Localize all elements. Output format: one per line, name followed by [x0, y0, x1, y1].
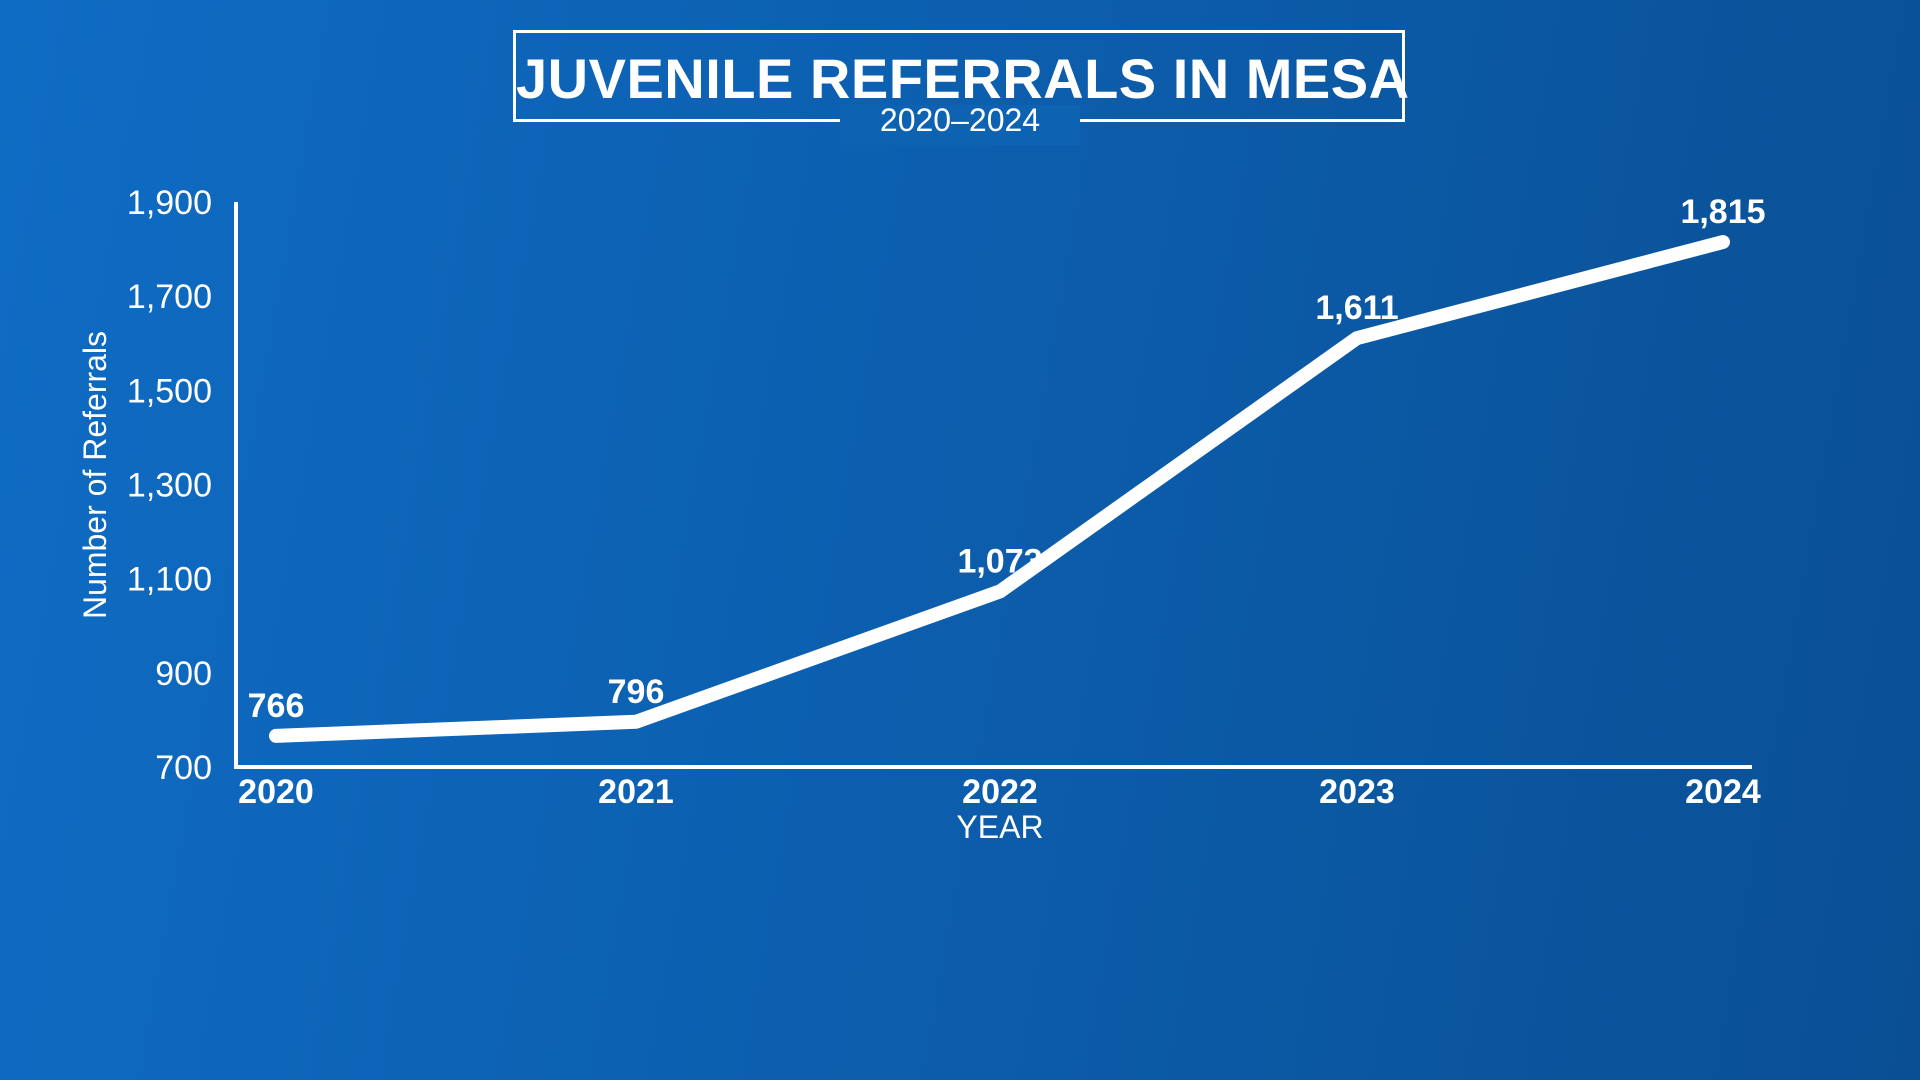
- series-line-group: [269, 235, 1730, 743]
- y-tick-label: 1,500: [127, 372, 212, 410]
- y-tick-label: 700: [155, 749, 212, 787]
- x-tick-label: 2022: [962, 773, 1038, 811]
- x-axis-label: YEAR: [956, 809, 1043, 845]
- data-label: 1,815: [1680, 193, 1765, 231]
- y-tick-label: 1,300: [127, 467, 212, 505]
- y-tick-label: 1,700: [127, 278, 212, 316]
- chart-title: JUVENILE REFERRALS IN MESA: [516, 47, 1410, 110]
- x-tick-label: 2023: [1319, 773, 1395, 811]
- data-label: 766: [248, 687, 305, 725]
- series-line: [269, 235, 1730, 743]
- y-tick-label: 900: [155, 655, 212, 693]
- x-tick-label: 2020: [238, 773, 314, 811]
- x-tick-label: 2021: [598, 773, 674, 811]
- axes: [234, 202, 1752, 769]
- data-label: 1,073: [957, 542, 1042, 580]
- data-label: 796: [608, 673, 665, 711]
- y-tick-label: 1,900: [127, 184, 212, 222]
- y-tick-labels: 700 900 1,100 1,300 1,500 1,700 1,900: [127, 184, 212, 787]
- x-tick-label: 2024: [1685, 773, 1761, 811]
- y-axis-label: Number of Referrals: [77, 331, 113, 619]
- y-tick-label: 1,100: [127, 561, 212, 599]
- data-label: 1,611: [1315, 289, 1398, 327]
- subtitle-gap: [840, 105, 1080, 145]
- x-tick-labels: 2020 2021 2022 2023 2024: [238, 773, 1761, 811]
- data-labels: 766 796 1,073 1,611 1,815: [248, 193, 1766, 725]
- chart-subtitle: 2020–2024: [880, 102, 1040, 138]
